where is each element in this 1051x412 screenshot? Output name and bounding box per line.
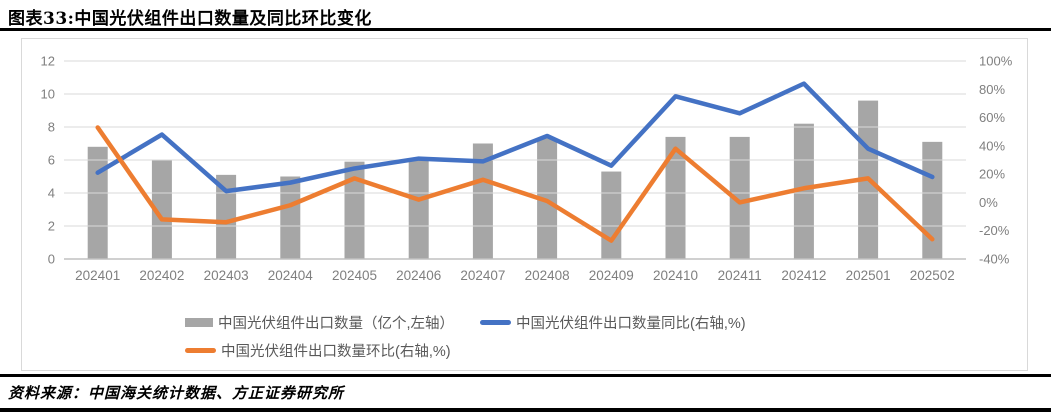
svg-text:202406: 202406 <box>396 268 441 283</box>
svg-text:202402: 202402 <box>139 268 184 283</box>
svg-text:-20%: -20% <box>979 223 1010 238</box>
svg-text:4: 4 <box>48 186 55 201</box>
svg-text:0: 0 <box>48 252 55 267</box>
legend-item-mom: 中国光伏组件出口数量环比(右轴,%) <box>185 340 451 361</box>
combo-chart-plot: 12 10 8 6 4 2 0 100% 80% 60% 40% 20% 0% -20% -40% 20240… <box>41 54 1013 284</box>
axis-labels-group: 12 10 8 6 4 2 0 100% 80% 60% 40% 20% 0% -20% -40% 20240… <box>41 54 1013 284</box>
svg-text:0%: 0% <box>979 195 998 210</box>
legend-item-export-volume: 中国光伏组件出口数量（亿个,左轴） <box>185 312 454 333</box>
svg-text:20%: 20% <box>979 167 1005 182</box>
svg-text:2: 2 <box>48 219 55 234</box>
legend-label-yoy: 中国光伏组件出口数量同比(右轴,%) <box>516 316 746 332</box>
svg-text:202407: 202407 <box>460 268 505 283</box>
svg-text:-40%: -40% <box>979 252 1010 267</box>
svg-text:202401: 202401 <box>75 268 120 283</box>
legend-label-mom: 中国光伏组件出口数量环比(右轴,%) <box>221 344 451 360</box>
page-bottom-rule <box>0 408 1051 412</box>
svg-text:8: 8 <box>48 120 55 135</box>
svg-text:6: 6 <box>48 153 55 168</box>
legend-label-export-volume: 中国光伏组件出口数量（亿个,左轴） <box>218 316 455 332</box>
page-title: 图表33:中国光伏组件出口数量及同比环比变化 <box>8 9 372 29</box>
line-series-group <box>95 81 935 243</box>
svg-text:202501: 202501 <box>846 268 891 283</box>
yoy-line-swatch <box>480 320 512 325</box>
svg-text:40%: 40% <box>979 138 1005 153</box>
gridlines-group <box>64 60 966 260</box>
svg-text:60%: 60% <box>979 110 1005 125</box>
svg-text:202404: 202404 <box>268 268 314 283</box>
legend-item-yoy: 中国光伏组件出口数量同比(右轴,%) <box>480 312 746 333</box>
svg-text:80%: 80% <box>979 82 1005 97</box>
svg-text:202502: 202502 <box>910 268 955 283</box>
svg-text:100%: 100% <box>979 54 1013 69</box>
data-source-text: 资料来源：中国海关统计数据、方正证券研究所 <box>8 384 345 402</box>
svg-text:202409: 202409 <box>589 268 634 283</box>
title-divider-rule <box>0 28 1051 31</box>
chart-legend-row-1: 中国光伏组件出口数量（亿个,左轴） 中国光伏组件出口数量同比(右轴,%) <box>185 312 746 333</box>
chart-legend-row-2: 中国光伏组件出口数量环比(右轴,%) <box>185 340 451 361</box>
svg-text:202410: 202410 <box>653 268 698 283</box>
svg-text:202403: 202403 <box>204 268 249 283</box>
svg-text:12: 12 <box>41 54 55 69</box>
bar-series-swatch <box>185 318 213 327</box>
svg-text:202408: 202408 <box>525 268 570 283</box>
svg-text:10: 10 <box>41 87 55 102</box>
mom-line-swatch <box>185 348 216 353</box>
svg-text:202411: 202411 <box>718 268 762 283</box>
chart-bottom-rule <box>0 374 1051 377</box>
svg-text:202412: 202412 <box>781 268 826 283</box>
chart-container: 12 10 8 6 4 2 0 100% 80% 60% 40% 20% 0% -20% -40% 20240… <box>21 38 1028 371</box>
svg-text:202405: 202405 <box>332 268 377 283</box>
